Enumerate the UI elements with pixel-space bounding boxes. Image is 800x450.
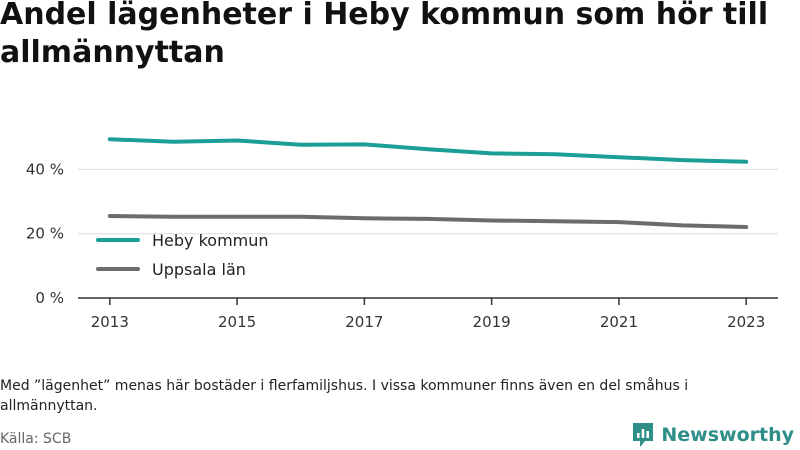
- x-tick-label: 2023: [727, 313, 765, 331]
- y-tick-label: 20 %: [26, 225, 64, 243]
- y-tick-label: 40 %: [26, 160, 64, 178]
- y-tick-label: 0 %: [35, 289, 64, 307]
- legend-label: Heby kommun: [152, 231, 269, 250]
- series-line-1: [107, 214, 749, 229]
- footnote: Med ”lägenhet” menas här bostäder i fler…: [0, 378, 689, 414]
- newsworthy-logo-icon: [633, 423, 654, 447]
- brand-name: Newsworthy: [661, 424, 794, 446]
- grid-lines: [78, 168, 778, 235]
- x-tick-label: 2017: [345, 313, 383, 331]
- axes: 0 % 20 % 40 % 2013 2015 2017 2019 2021 2023: [26, 160, 778, 331]
- x-tick-label: 2019: [473, 313, 511, 331]
- legend-label: Uppsala län: [152, 260, 246, 279]
- series-line-0: [107, 137, 749, 164]
- brand-logo[interactable]: Newsworthy: [631, 420, 794, 450]
- legend: Heby kommun Uppsala län: [96, 231, 269, 279]
- x-tick-label: 2015: [218, 313, 256, 331]
- source-label: Källa: SCB: [0, 431, 72, 447]
- x-tick-label: 2013: [91, 313, 129, 331]
- x-tick-label: 2021: [600, 313, 638, 331]
- chart-title: Andel lägenheter i Heby kommun som hör t…: [0, 0, 769, 70]
- series-lines: [107, 137, 749, 229]
